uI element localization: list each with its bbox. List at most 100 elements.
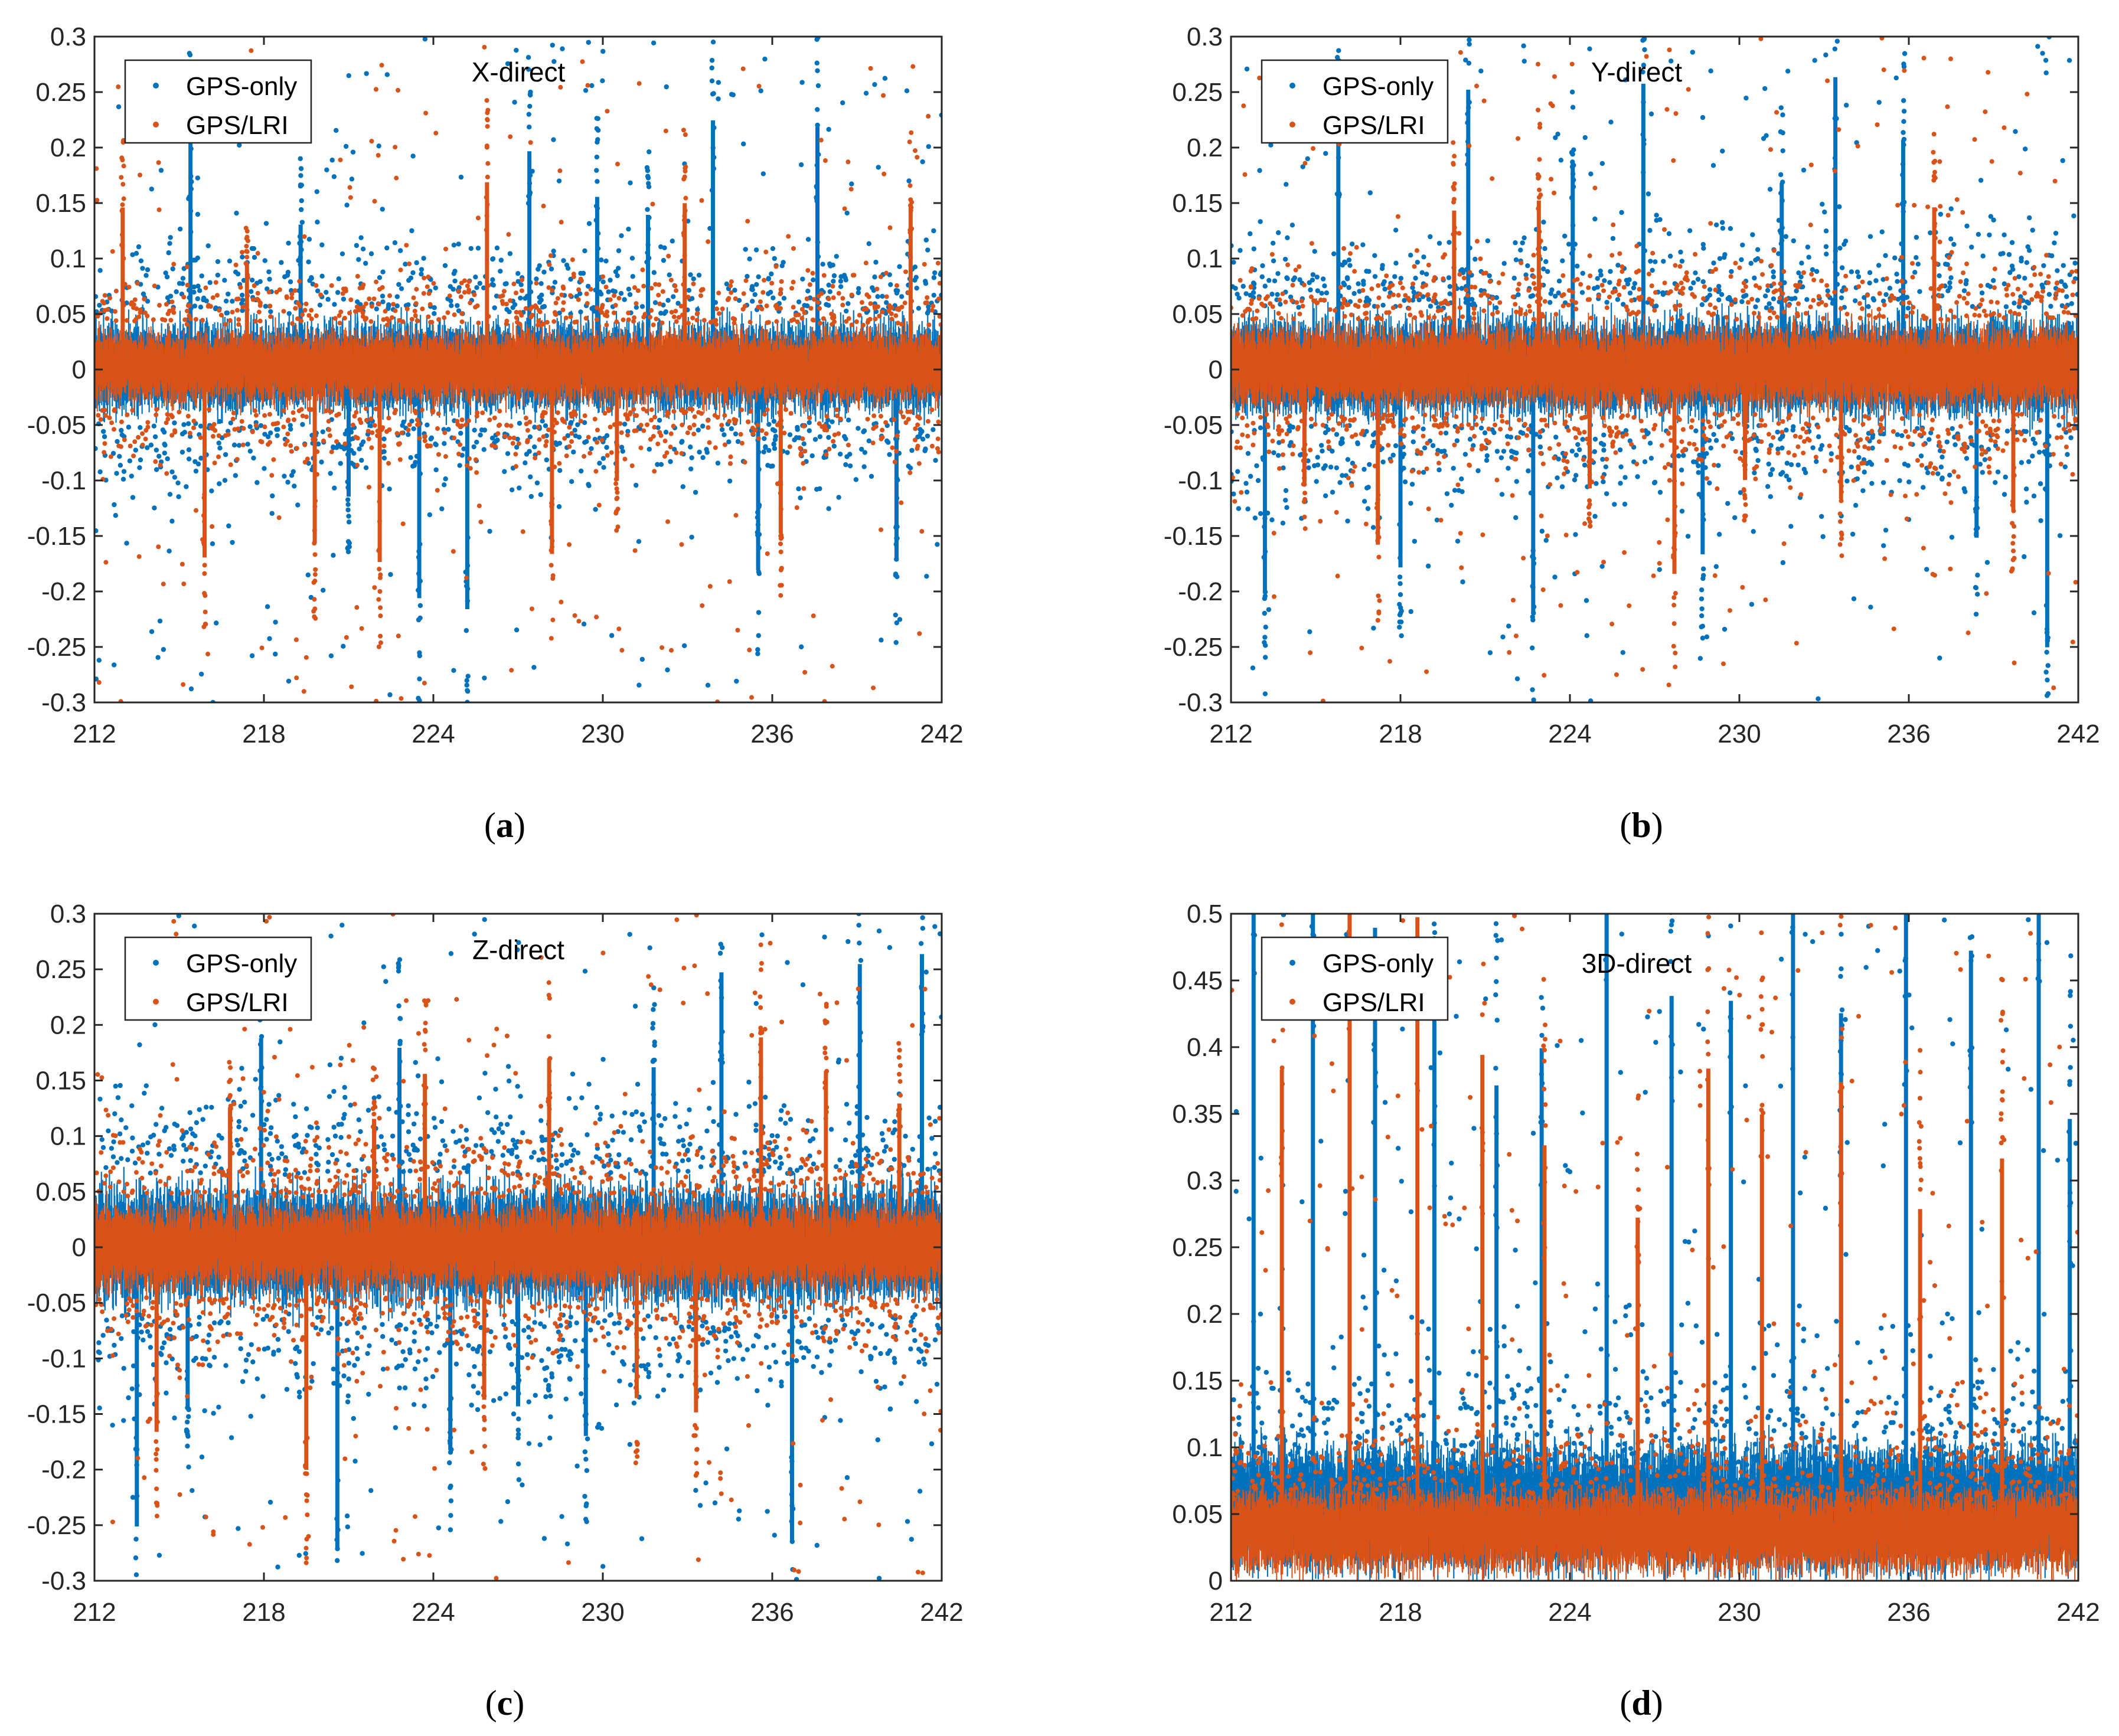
- data-point: [195, 296, 201, 302]
- data-point: [282, 274, 288, 280]
- outlier-point: [894, 620, 899, 626]
- data-point: [458, 430, 463, 436]
- data-point: [413, 460, 418, 465]
- data-point: [490, 256, 496, 261]
- outlier-point: [350, 149, 356, 155]
- data-point: [127, 458, 133, 464]
- data-point: [770, 427, 776, 432]
- data-point: [217, 481, 222, 486]
- data-point: [380, 269, 386, 274]
- outlier-point: [526, 67, 531, 72]
- data-point: [827, 289, 832, 295]
- data-point: [841, 273, 847, 278]
- data-point: [141, 291, 146, 297]
- data-point: [392, 240, 398, 246]
- data-point: [578, 309, 583, 315]
- outlier-point: [531, 665, 537, 670]
- outlier-point: [187, 52, 193, 58]
- outlier-point: [427, 512, 433, 518]
- outlier-point: [645, 207, 650, 212]
- outlier-point: [758, 88, 763, 94]
- data-point: [228, 420, 233, 426]
- data-point: [481, 285, 487, 290]
- data-point: [121, 469, 127, 474]
- data-point: [856, 426, 861, 431]
- data-point: [387, 486, 392, 492]
- data-point: [325, 296, 331, 302]
- outlier-point: [755, 515, 760, 520]
- data-point: [787, 432, 793, 437]
- data-point: [410, 270, 416, 276]
- outlier-point: [456, 241, 461, 247]
- data-point: [300, 421, 305, 427]
- data-point: [492, 305, 497, 310]
- outlier-point: [273, 651, 278, 657]
- data-point: [249, 277, 255, 283]
- outlier-point: [188, 686, 194, 692]
- outlier-point: [709, 65, 714, 71]
- data-point: [162, 442, 168, 448]
- data-point: [363, 465, 369, 470]
- data-point: [805, 237, 811, 242]
- data-point: [544, 457, 550, 463]
- data-point: [137, 465, 142, 470]
- data-point: [164, 274, 170, 280]
- data-point: [766, 421, 772, 427]
- data-point: [571, 449, 576, 455]
- data-point: [324, 289, 329, 295]
- outlier-point: [210, 541, 216, 547]
- outlier-point: [387, 692, 393, 698]
- outlier-point: [465, 719, 469, 724]
- outlier-point: [755, 509, 760, 515]
- data-point: [251, 455, 256, 461]
- data-point: [763, 444, 768, 450]
- data-point: [796, 486, 801, 492]
- data-point: [527, 434, 533, 440]
- outlier-point: [528, 89, 533, 95]
- data-point: [148, 442, 154, 448]
- data-point: [163, 270, 168, 276]
- outlier-point: [509, 487, 515, 493]
- outlier-point: [646, 226, 651, 231]
- outlier-point: [710, 40, 716, 45]
- outlier-point: [893, 640, 899, 645]
- data-point: [332, 302, 337, 307]
- data-point: [573, 433, 579, 439]
- data-point: [433, 467, 439, 473]
- outlier-point: [525, 201, 531, 206]
- data-point: [295, 502, 301, 508]
- data-point: [866, 438, 872, 444]
- data-point: [191, 289, 197, 295]
- outlier-point: [249, 653, 255, 659]
- data-point: [341, 296, 347, 302]
- outlier-point: [525, 55, 531, 60]
- outlier-point: [872, 81, 877, 87]
- data-point: [252, 254, 257, 260]
- data-point: [226, 291, 231, 297]
- data-point: [580, 270, 586, 276]
- data-point: [875, 294, 880, 299]
- data-point: [856, 286, 861, 291]
- data-point: [184, 484, 189, 489]
- data-point: [771, 441, 776, 447]
- outlier-point: [716, 96, 721, 102]
- data-point: [658, 310, 664, 316]
- outlier-point: [815, 83, 821, 89]
- outlier-point: [161, 647, 166, 652]
- data-point: [468, 246, 474, 251]
- outlier-point: [186, 196, 191, 201]
- data-point: [138, 425, 143, 430]
- data-point: [186, 456, 192, 462]
- data-point: [205, 243, 211, 249]
- outlier-point: [879, 637, 884, 643]
- data-point: [381, 436, 387, 442]
- outlier-point: [924, 574, 929, 579]
- data-point: [658, 462, 664, 467]
- outlier-point: [600, 48, 606, 54]
- data-point: [561, 258, 566, 263]
- data-point: [600, 456, 606, 461]
- data-point: [735, 439, 741, 444]
- outlier-point: [665, 667, 670, 673]
- data-point: [756, 274, 761, 280]
- data-point: [565, 433, 570, 439]
